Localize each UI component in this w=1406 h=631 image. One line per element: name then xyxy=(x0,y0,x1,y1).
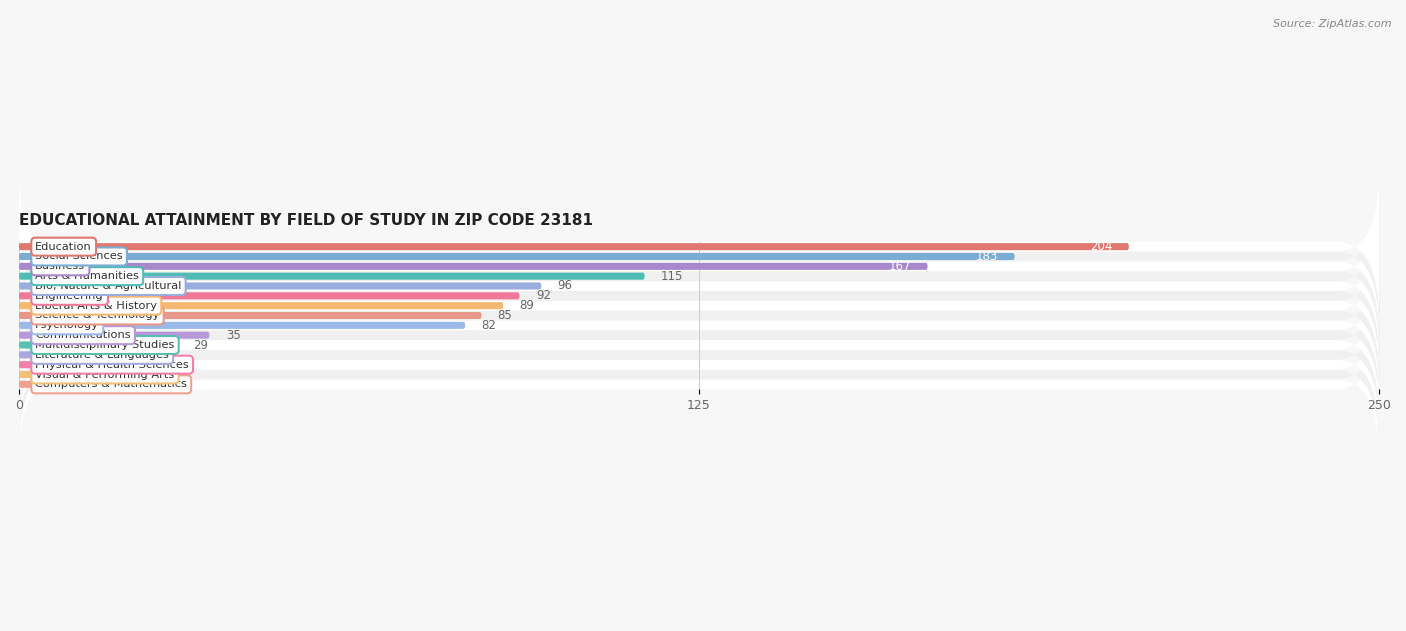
Text: Visual & Performing Arts: Visual & Performing Arts xyxy=(35,370,174,379)
Text: 89: 89 xyxy=(519,299,534,312)
FancyBboxPatch shape xyxy=(20,371,84,378)
FancyBboxPatch shape xyxy=(20,341,177,348)
Text: Engineering: Engineering xyxy=(35,291,104,301)
Text: 22: 22 xyxy=(155,348,170,362)
FancyBboxPatch shape xyxy=(20,203,1379,350)
FancyBboxPatch shape xyxy=(20,322,465,329)
Text: 82: 82 xyxy=(481,319,496,332)
FancyBboxPatch shape xyxy=(20,271,1379,419)
FancyBboxPatch shape xyxy=(20,262,928,270)
Text: Psychology: Psychology xyxy=(35,321,100,331)
FancyBboxPatch shape xyxy=(20,242,1379,389)
FancyBboxPatch shape xyxy=(20,310,1379,458)
Text: Social Sciences: Social Sciences xyxy=(35,252,122,261)
Text: Arts & Humanities: Arts & Humanities xyxy=(35,271,139,281)
FancyBboxPatch shape xyxy=(20,380,35,388)
Text: Liberal Arts & History: Liberal Arts & History xyxy=(35,300,157,310)
Text: Science & Technology: Science & Technology xyxy=(35,310,160,321)
FancyBboxPatch shape xyxy=(20,232,1379,379)
FancyBboxPatch shape xyxy=(20,253,1015,260)
Text: Computers & Mathematics: Computers & Mathematics xyxy=(35,379,187,389)
Text: 0: 0 xyxy=(46,378,53,391)
FancyBboxPatch shape xyxy=(20,312,481,319)
FancyBboxPatch shape xyxy=(20,252,1379,399)
FancyBboxPatch shape xyxy=(20,292,519,299)
Text: 85: 85 xyxy=(498,309,513,322)
FancyBboxPatch shape xyxy=(20,243,1129,251)
Text: 204: 204 xyxy=(1090,240,1112,253)
FancyBboxPatch shape xyxy=(20,261,1379,409)
FancyBboxPatch shape xyxy=(20,222,1379,370)
Text: 92: 92 xyxy=(536,290,551,302)
FancyBboxPatch shape xyxy=(20,183,1379,330)
FancyBboxPatch shape xyxy=(20,192,1379,340)
Text: Literature & Languages: Literature & Languages xyxy=(35,350,169,360)
FancyBboxPatch shape xyxy=(20,283,541,290)
FancyBboxPatch shape xyxy=(20,302,503,309)
FancyBboxPatch shape xyxy=(20,332,209,339)
FancyBboxPatch shape xyxy=(20,273,644,280)
Text: Business: Business xyxy=(35,261,86,271)
FancyBboxPatch shape xyxy=(20,212,1379,360)
Text: 183: 183 xyxy=(976,250,998,263)
FancyBboxPatch shape xyxy=(20,351,139,358)
FancyBboxPatch shape xyxy=(20,361,90,369)
Text: Physical & Health Sciences: Physical & Health Sciences xyxy=(35,360,188,370)
FancyBboxPatch shape xyxy=(20,281,1379,428)
Text: Source: ZipAtlas.com: Source: ZipAtlas.com xyxy=(1274,19,1392,29)
Text: Multidisciplinary Studies: Multidisciplinary Studies xyxy=(35,340,174,350)
Text: 12: 12 xyxy=(101,368,115,381)
Text: Communications: Communications xyxy=(35,330,131,340)
Text: 35: 35 xyxy=(226,329,240,341)
Text: 29: 29 xyxy=(193,338,208,351)
Text: EDUCATIONAL ATTAINMENT BY FIELD OF STUDY IN ZIP CODE 23181: EDUCATIONAL ATTAINMENT BY FIELD OF STUDY… xyxy=(20,213,593,228)
Text: 167: 167 xyxy=(889,260,911,273)
Text: 13: 13 xyxy=(105,358,121,371)
FancyBboxPatch shape xyxy=(20,173,1379,321)
Text: 115: 115 xyxy=(661,269,683,283)
FancyBboxPatch shape xyxy=(20,291,1379,439)
Text: Bio, Nature & Agricultural: Bio, Nature & Agricultural xyxy=(35,281,181,291)
FancyBboxPatch shape xyxy=(20,301,1379,448)
Text: Education: Education xyxy=(35,242,91,252)
Text: 96: 96 xyxy=(558,280,572,293)
